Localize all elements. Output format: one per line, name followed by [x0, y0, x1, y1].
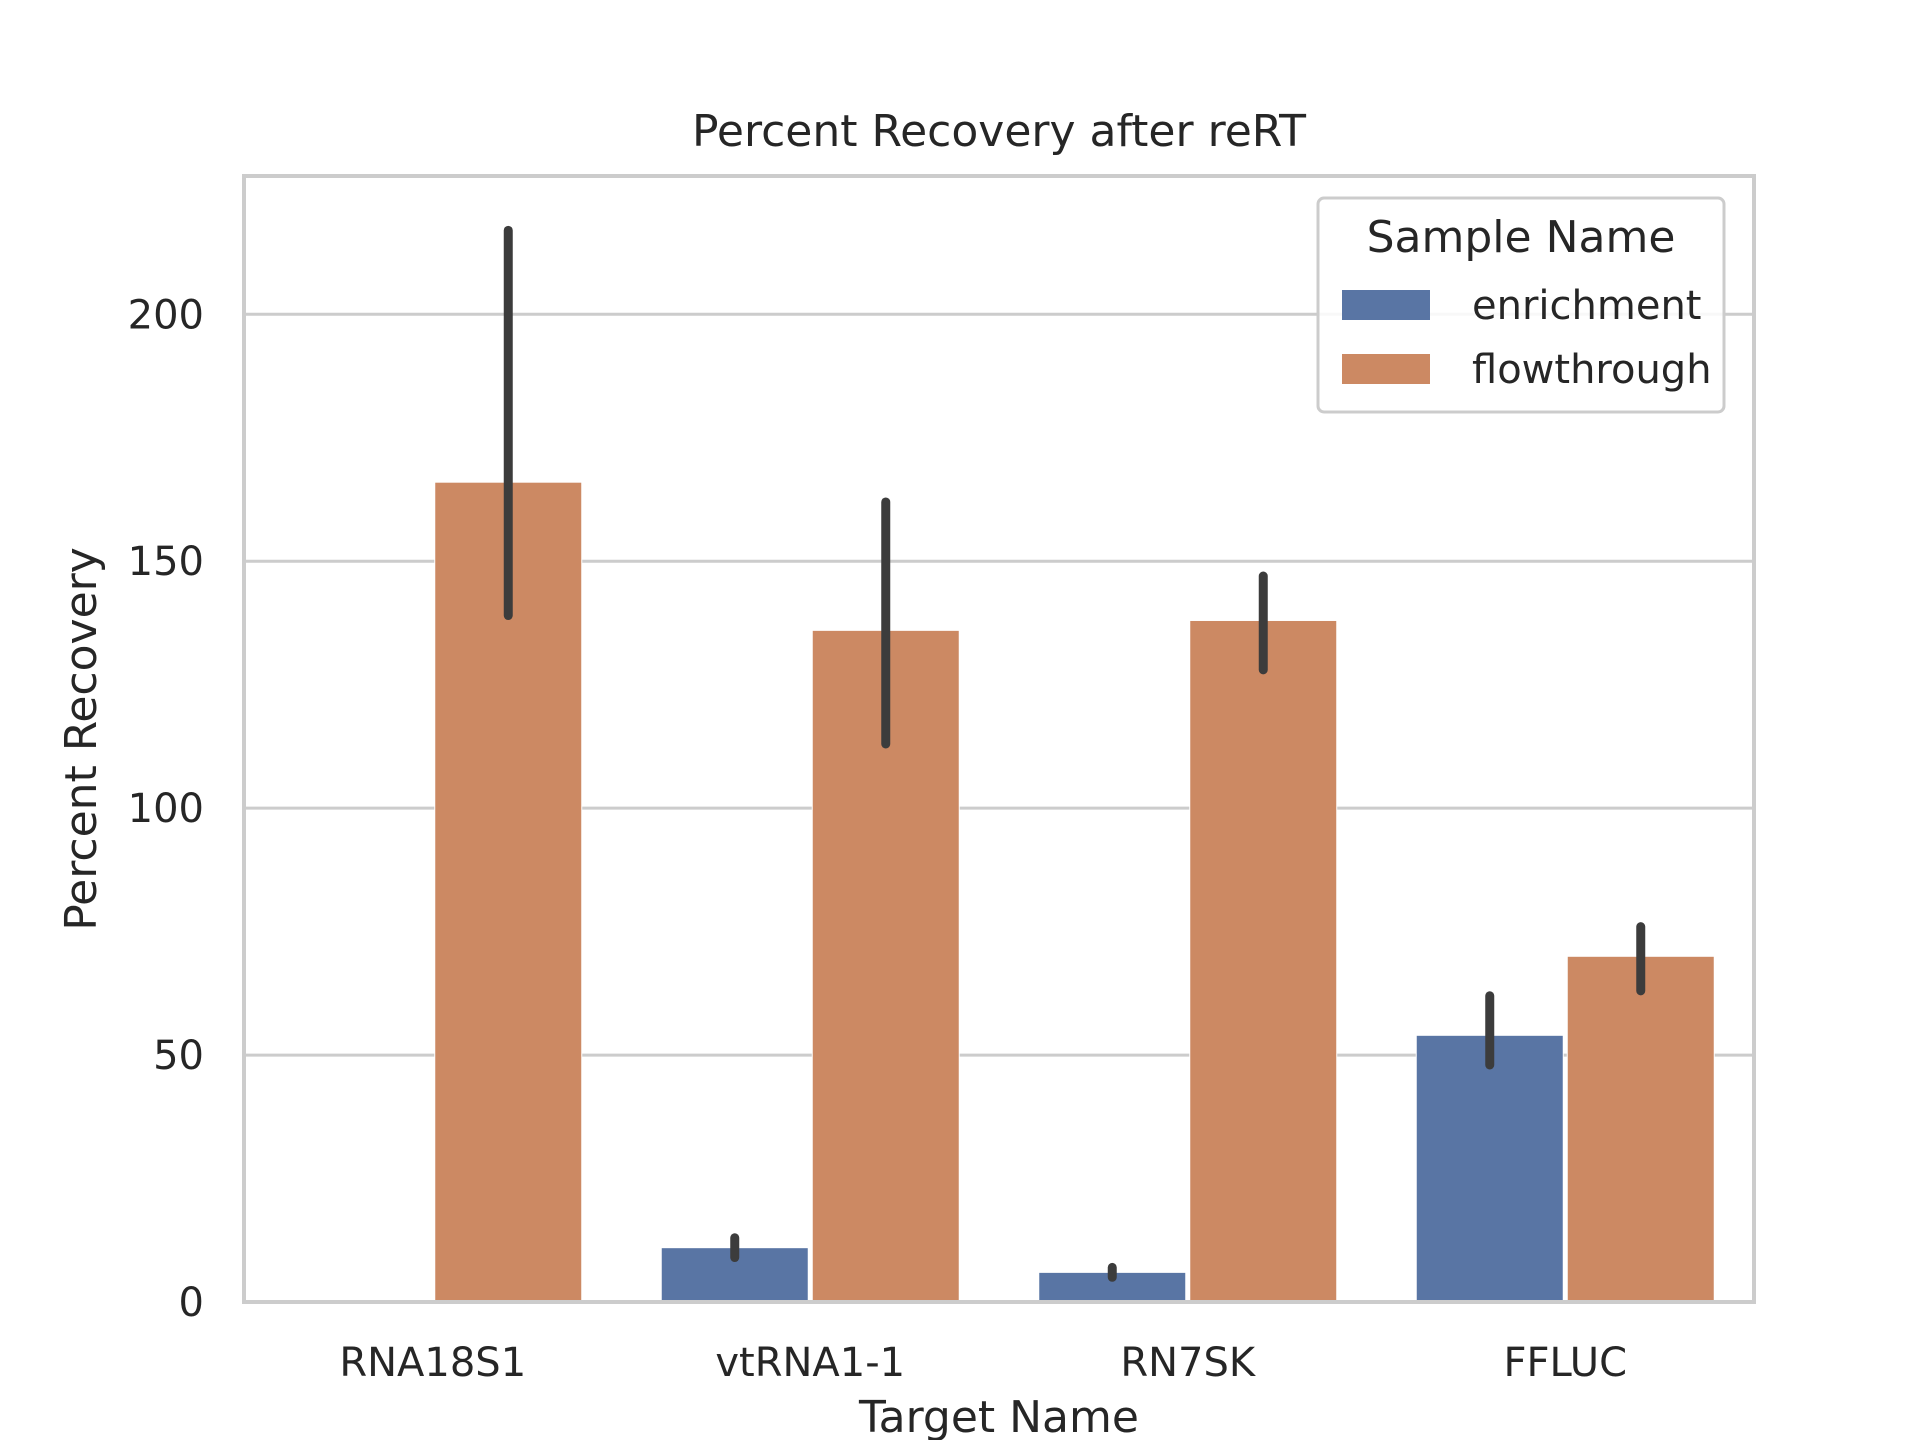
bar-flowthrough	[1566, 955, 1715, 1303]
x-axis-label: Target Name	[858, 1392, 1139, 1440]
legend-entries: enrichment flowthrough	[1342, 283, 1712, 393]
y-axis-label: Percent Recovery	[56, 547, 107, 931]
legend-swatch-flowthrough	[1342, 354, 1430, 384]
legend: Sample Name enrichment flowthrough	[1316, 196, 1726, 414]
legend-title: Sample Name	[1367, 212, 1676, 263]
y-tick-label: 50	[153, 1033, 204, 1079]
error-bars	[503, 225, 1646, 1282]
x-tick-label: vtRNA1-1	[715, 1340, 905, 1386]
y-tick-labels: 0 50 100 150 200	[128, 292, 204, 1326]
bar-enrichment	[1415, 1034, 1564, 1303]
x-tick-label: FFLUC	[1503, 1340, 1627, 1386]
y-tick-label: 150	[128, 539, 204, 585]
chart-title: Percent Recovery after reRT	[692, 106, 1306, 157]
y-tick-label: 200	[128, 292, 204, 338]
x-tick-label: RNA18S1	[339, 1340, 526, 1386]
y-tick-label: 0	[179, 1280, 204, 1326]
bars	[434, 481, 1715, 1303]
legend-label-enrichment: enrichment	[1472, 283, 1701, 329]
bar-flowthrough	[1189, 619, 1338, 1303]
legend-swatch-enrichment	[1342, 290, 1430, 320]
y-tick-label: 100	[128, 786, 204, 832]
x-tick-label: RN7SK	[1120, 1340, 1257, 1386]
plot-frame	[242, 174, 1756, 1304]
x-tick-labels: RNA18S1 vtRNA1-1 RN7SK FFLUC	[339, 1340, 1627, 1386]
legend-label-flowthrough: flowthrough	[1472, 347, 1712, 393]
